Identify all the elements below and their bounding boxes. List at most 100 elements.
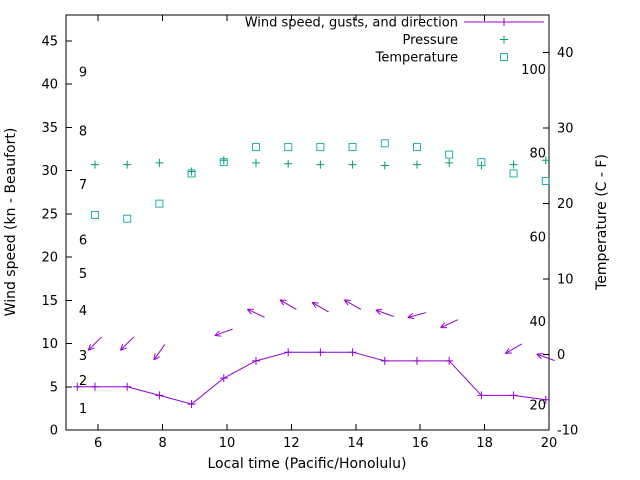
plus-marker xyxy=(316,348,325,357)
wind-speed-series xyxy=(73,348,550,409)
plus-marker xyxy=(251,158,260,167)
plus-marker xyxy=(284,159,293,168)
square-marker xyxy=(219,158,228,167)
beaufort-label: 6 xyxy=(79,233,87,248)
plus-marker xyxy=(348,160,357,169)
plus-marker xyxy=(509,391,518,400)
plot-border xyxy=(65,14,550,431)
y-left-tick-label: 0 xyxy=(50,424,58,439)
square-marker xyxy=(509,169,518,178)
y-left-tick-label: 40 xyxy=(41,78,58,93)
wind-direction-arrow xyxy=(407,312,427,320)
y-left-tick-label: 10 xyxy=(41,337,58,352)
y-right-tick-label: 40 xyxy=(557,46,574,61)
y-left-tick-label: 5 xyxy=(50,380,58,395)
plus-marker xyxy=(219,374,228,383)
wind-direction-arrow xyxy=(279,299,297,310)
square-marker xyxy=(348,143,357,152)
plus-marker xyxy=(500,18,508,26)
plus-marker xyxy=(90,160,99,169)
beaufort-label: 8 xyxy=(79,124,87,139)
x-tick-label: 14 xyxy=(348,436,365,451)
y-right-tick-label: 0 xyxy=(557,348,565,363)
y-axis-left-title: Wind speed (kn - Beaufort) xyxy=(3,128,19,317)
square-marker xyxy=(541,177,550,185)
plus-marker xyxy=(187,400,196,409)
plus-marker xyxy=(219,156,228,165)
beaufort-label: 5 xyxy=(79,267,87,282)
wind-direction-arrow xyxy=(153,344,166,361)
y-left-tick-label: 30 xyxy=(41,164,58,179)
plus-marker xyxy=(445,158,454,167)
legend-label-pressure: Pressure xyxy=(402,33,458,48)
plus-marker xyxy=(251,356,260,365)
wind-direction-arrow xyxy=(246,308,265,318)
fahrenheit-label: 20 xyxy=(529,399,546,414)
plus-marker xyxy=(73,382,82,391)
square-marker xyxy=(187,169,196,178)
plus-marker xyxy=(123,382,132,391)
legend-label-temperature: Temperature xyxy=(375,51,458,66)
x-tick-label: 6 xyxy=(94,436,102,451)
y-right-tick-label: 10 xyxy=(557,273,574,288)
plus-marker xyxy=(187,167,196,176)
fahrenheit-label: 40 xyxy=(529,315,546,330)
x-tick-label: 10 xyxy=(219,436,236,451)
y-left-tick-label: 15 xyxy=(41,294,58,309)
beaufort-scale-labels: 1 2 3 4 5 6 7 8 9 xyxy=(79,66,87,417)
square-marker xyxy=(412,143,421,152)
plus-marker xyxy=(284,348,293,357)
wind-direction-arrows xyxy=(87,299,555,362)
y-right-tick-label: 20 xyxy=(557,197,574,212)
plus-marker xyxy=(316,160,325,169)
fahrenheit-label: 60 xyxy=(529,230,546,245)
wind-direction-arrow xyxy=(87,336,103,351)
square-marker xyxy=(500,53,508,61)
plus-marker xyxy=(509,160,518,169)
plus-marker xyxy=(123,160,132,169)
y-right-tick-label: 30 xyxy=(557,122,574,137)
square-marker xyxy=(123,214,132,223)
y-axis-right-title: Temperature (C - F) xyxy=(594,154,610,291)
plus-marker xyxy=(477,391,486,400)
fahrenheit-label: 80 xyxy=(529,147,546,162)
x-tick-label: 18 xyxy=(476,436,493,451)
x-tick-label: 20 xyxy=(541,436,558,451)
beaufort-label: 3 xyxy=(79,349,87,364)
plus-marker xyxy=(541,156,550,165)
plus-marker xyxy=(541,395,550,404)
axis-tick-labels: 6 8 10 12 14 16 18 20051015202530354045-1001020… xyxy=(41,34,578,451)
beaufort-label: 1 xyxy=(79,402,87,417)
square-marker xyxy=(380,139,389,148)
plus-marker xyxy=(155,158,164,167)
x-tick-label: 12 xyxy=(283,436,300,451)
legend-label-wind: Wind speed, gusts, and direction xyxy=(245,16,458,31)
fahrenheit-label: 100 xyxy=(521,63,546,78)
beaufort-label: 9 xyxy=(79,66,87,81)
y-left-tick-label: 35 xyxy=(41,121,58,136)
x-tick-label: 8 xyxy=(158,436,166,451)
beaufort-label: 7 xyxy=(79,178,87,193)
square-marker xyxy=(90,210,99,219)
square-marker xyxy=(445,150,454,159)
square-marker xyxy=(155,199,164,208)
wind-direction-arrow xyxy=(214,328,233,337)
plus-marker xyxy=(155,391,164,400)
x-axis-title: Local time (Pacific/Honolulu) xyxy=(207,456,406,472)
plus-marker xyxy=(380,356,389,365)
wind-direction-arrow xyxy=(375,308,394,318)
y-right-tick-label: -10 xyxy=(557,424,578,439)
beaufort-label: 2 xyxy=(79,374,87,389)
wind-direction-arrow xyxy=(343,299,362,310)
plus-marker xyxy=(412,160,421,169)
y-left-tick-label: 45 xyxy=(41,34,58,49)
axes xyxy=(65,14,550,431)
pressure-series xyxy=(90,156,550,176)
x-tick-label: 16 xyxy=(412,436,429,451)
beaufort-label: 4 xyxy=(79,304,87,319)
plus-marker xyxy=(500,35,508,44)
wind-direction-arrow xyxy=(119,336,135,351)
fahrenheit-scale-labels: 20 40 60 80 100 xyxy=(521,63,546,414)
square-marker xyxy=(477,158,486,167)
